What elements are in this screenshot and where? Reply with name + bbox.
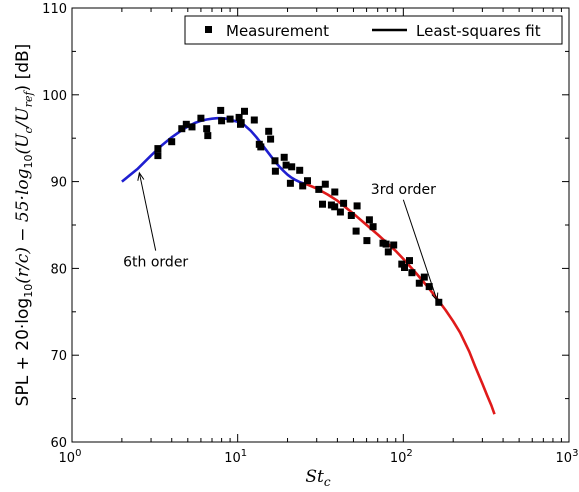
y-tick-label: 100 [42,89,67,104]
measurement-point [340,199,348,207]
legend-label-fit: Least-squares fit [416,22,541,40]
measurement-point [319,200,326,208]
measurement-point [425,283,433,291]
fit-line-3rd-order [305,183,496,415]
measurement-point [217,106,225,114]
annotations: 6th order 3rd order [123,171,439,302]
measurement-point [286,179,294,187]
measurement-point [271,167,279,175]
annotation-label: 6th order [123,255,188,271]
measurement-point [304,177,311,185]
measurement-point [321,180,329,188]
x-tick-label: 100 [59,448,82,466]
measurement-point [271,157,279,165]
measurement-point [420,273,428,281]
x-tick-label: 101 [224,448,247,466]
annotation-arrow [138,172,157,251]
measurement-point [235,113,243,121]
measurement-point [188,123,196,131]
measurement-point [415,279,423,287]
measurement-point [382,240,390,248]
y-tick-label: 110 [42,2,67,17]
measurement-point [352,227,360,235]
measurement-point [336,208,344,216]
measurement-point [353,202,361,210]
measurement-point [299,182,307,190]
y-tick-label: 90 [50,176,67,191]
measurement-point [296,166,304,174]
y-axis-label: SPL + 20·log10(r/c) − 55·log10(Uc/Uref) … [13,44,35,407]
measurement-point [315,185,323,193]
measurement-point [401,264,408,271]
measurement-point [241,107,248,115]
legend-label-measurement: Measurement [226,22,329,40]
measurement-point [384,248,392,256]
annotation-arrowhead [137,171,145,181]
measurement-markers [154,106,443,306]
measurement-point [331,188,339,196]
legend-marker-icon [205,26,212,33]
measurement-point [408,269,416,277]
measurement-point [237,119,245,127]
measurement-point [168,138,176,146]
measurement-point [369,223,377,231]
measurement-point [250,116,258,124]
measurement-point [267,135,275,143]
y-tick-label: 80 [50,262,67,277]
x-tick-label: 102 [390,448,413,466]
legend: Measurement Least-squares fit [184,15,563,45]
plot-frame [71,7,570,443]
measurement-point [203,125,211,133]
measurement-point [331,203,339,211]
measurement-point [178,125,186,133]
axis-ticks: 60 70 80 90 100 110 100 101 102 103 [42,2,578,466]
y-tick-label: 60 [50,436,67,451]
measurement-point [154,145,162,153]
measurement-point [288,163,296,171]
measurement-point [154,152,162,160]
measurement-point [204,132,212,140]
x-axis-label: Stc [305,467,330,489]
annotation-arrow [402,199,438,301]
measurement-point [265,127,273,135]
measurement-point [347,212,355,219]
annotation-label: 3rd order [371,182,436,198]
measurement-point [282,161,290,169]
measurement-point [406,257,413,265]
measurement-point [363,237,371,245]
measurement-point [182,120,190,128]
measurement-point [257,143,265,151]
measurement-point [390,241,398,249]
measurement-point [226,115,234,123]
measurement-point [218,117,226,125]
x-tick-label: 103 [556,448,579,466]
measurement-point [197,114,205,122]
annotation-arrowhead [431,292,439,302]
y-tick-label: 70 [50,349,67,364]
measurement-point [280,153,288,161]
measurement-point [365,216,373,224]
measurement-point [435,298,443,306]
